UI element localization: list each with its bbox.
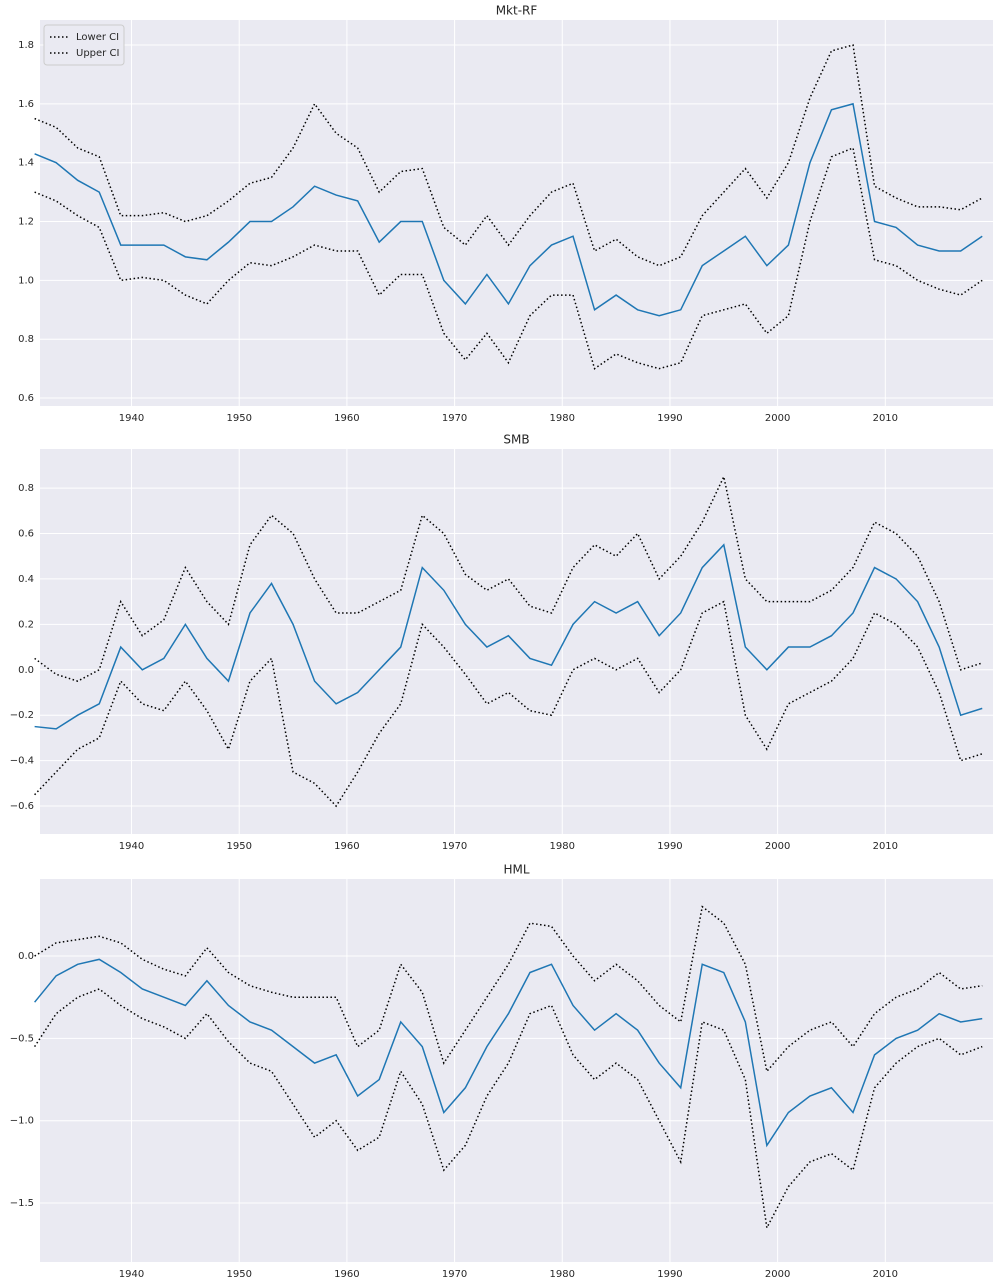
y-tick-label: 0.0 [18, 665, 34, 676]
x-tick-label: 1960 [334, 841, 359, 852]
x-tick-label: 1970 [442, 1269, 467, 1280]
x-tick-label: 1950 [226, 841, 251, 852]
plot-background [40, 449, 993, 834]
y-tick-label: 1.8 [18, 40, 34, 51]
plot-background [40, 879, 993, 1262]
x-tick-label: 1940 [119, 413, 144, 424]
series-line [34, 146, 983, 370]
x-tick-label: 2000 [765, 1269, 790, 1280]
x-tick-label: 1980 [550, 841, 575, 852]
x-tick-label: 1970 [442, 413, 467, 424]
y-tick-label: 0.4 [18, 574, 34, 585]
plot-background [40, 20, 993, 406]
series-line [34, 600, 983, 808]
chart-title: Mkt-RF [496, 4, 538, 18]
series-line [34, 958, 983, 1148]
x-tick-label: 2000 [765, 413, 790, 424]
x-tick-label: 1990 [657, 413, 682, 424]
x-tick-label: 2010 [873, 413, 898, 424]
chart-title: HML [503, 863, 529, 877]
x-tick-label: 2010 [873, 841, 898, 852]
y-tick-label: −0.2 [10, 710, 34, 721]
x-tick-label: 2000 [765, 841, 790, 852]
y-tick-label: −0.6 [10, 801, 34, 812]
y-tick-label: 0.8 [18, 483, 34, 494]
y-tick-label: 1.4 [18, 158, 34, 169]
x-tick-label: 1990 [657, 841, 682, 852]
legend-box [43, 24, 125, 66]
x-tick-label: 1970 [442, 841, 467, 852]
series-line [34, 905, 983, 1073]
y-tick-label: 1.0 [18, 275, 34, 286]
y-tick-label: −1.5 [10, 1198, 34, 1209]
y-tick-label: −0.4 [10, 756, 34, 767]
y-tick-label: 0.6 [18, 528, 34, 539]
x-tick-label: 1960 [334, 413, 359, 424]
y-tick-label: 0.2 [18, 619, 34, 630]
y-tick-label: 1.2 [18, 217, 34, 228]
series-line [34, 44, 983, 267]
y-tick-label: 0.0 [18, 951, 34, 962]
series-line [33, 988, 983, 1231]
y-tick-label: −0.5 [10, 1033, 34, 1044]
series-line [34, 102, 983, 317]
legend-label: Upper CI [76, 48, 119, 59]
x-tick-label: 1940 [119, 841, 144, 852]
x-tick-label: 1980 [550, 1269, 575, 1280]
x-tick-label: 1980 [550, 413, 575, 424]
x-tick-label: 1950 [226, 1269, 251, 1280]
x-tick-label: 1960 [334, 1269, 359, 1280]
x-tick-label: 1990 [657, 1269, 682, 1280]
chart-title: SMB [503, 433, 529, 447]
legend-label: Lower CI [76, 32, 119, 43]
series-line [34, 543, 983, 730]
y-tick-label: 1.6 [18, 99, 34, 110]
y-tick-label: −1.0 [10, 1116, 34, 1127]
x-tick-label: 1950 [226, 413, 251, 424]
x-tick-label: 1940 [119, 1269, 144, 1280]
y-tick-label: 0.6 [18, 393, 34, 404]
y-tick-label: 0.8 [18, 334, 34, 345]
x-tick-label: 2010 [873, 1269, 898, 1280]
